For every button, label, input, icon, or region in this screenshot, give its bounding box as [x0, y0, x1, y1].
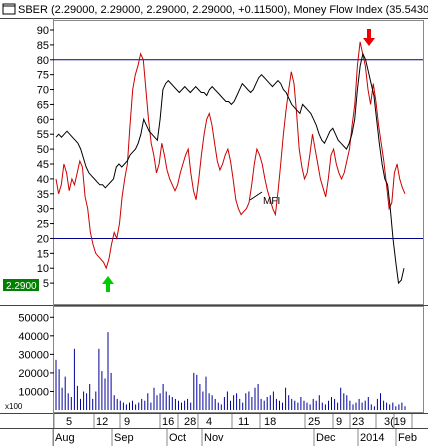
chart-header: SBER (2.29000, 2.29000, 2.29000, 2.29000…	[0, 0, 428, 18]
price-tick-label: 35	[37, 189, 49, 201]
price-tick-label: 70	[37, 85, 49, 97]
price-tick-label: 85	[37, 40, 49, 52]
volume-axis: 50000 40000 30000 20000 10000	[18, 312, 54, 398]
date-axis: 5 12 9 16 28 4 11 18 25 9 23 3(19 Aug Sep Oct Nov Dec 201…	[0, 414, 428, 446]
volume-tick-label: 40000	[18, 331, 49, 343]
volume-tick-label: 10000	[18, 386, 49, 398]
price-tick-label: 10	[37, 263, 49, 275]
price-tick-label: 60	[37, 114, 49, 126]
day-tick-label: 12	[96, 416, 108, 428]
price-tick-label: 30	[37, 204, 49, 216]
day-tick-label: 18	[264, 416, 276, 428]
month-label: Dec	[316, 432, 336, 444]
month-label: Sep	[114, 432, 134, 444]
day-tick-label: 16	[162, 416, 174, 428]
price-tick-label: 90	[37, 25, 49, 37]
volume-tick-label: 50000	[18, 312, 49, 324]
month-label: 2014	[360, 432, 384, 444]
price-tick-label: 20	[37, 233, 49, 245]
price-tick-label: 5	[43, 278, 49, 290]
mfi-series-label: MFI	[263, 196, 280, 207]
price-panel-frame	[53, 20, 424, 305]
price-line	[55, 52, 405, 285]
price-tick-label: 25	[37, 219, 49, 231]
day-tick-label: 25	[308, 416, 320, 428]
volume-multiplier: x100	[5, 402, 23, 411]
day-tick-label: 5	[66, 416, 72, 428]
price-axis: 5 10 15 20 25 30 35 40 45 50 55 60 65 70 75 80 85 90	[37, 25, 54, 290]
day-tick-label: 23	[352, 416, 364, 428]
price-tick-label: 15	[37, 248, 49, 260]
price-tick-label: 80	[37, 55, 49, 67]
up-arrow-icon	[102, 276, 114, 292]
day-tick-label: 28	[184, 416, 196, 428]
price-tick-label: 45	[37, 159, 49, 171]
month-label: Nov	[204, 432, 224, 444]
price-tick-label: 65	[37, 99, 49, 111]
header-icon	[2, 3, 16, 15]
price-tick-label: 40	[37, 174, 49, 186]
volume-tick-label: 30000	[18, 349, 49, 361]
price-tick-label: 55	[37, 129, 49, 141]
month-label: Oct	[169, 432, 186, 444]
day-tick-label: 9	[124, 416, 130, 428]
day-tick-label: 11	[238, 416, 249, 428]
series-layer	[55, 41, 406, 285]
chart-header-text: SBER (2.29000, 2.29000, 2.29000, 2.29000…	[18, 4, 428, 16]
day-tick-label: 9	[336, 416, 342, 428]
month-label: Aug	[55, 432, 75, 444]
volume-panel-frame	[53, 306, 424, 413]
down-arrow-icon	[363, 29, 375, 46]
volume-tick-label: 20000	[18, 368, 49, 380]
last-price-text: 2.2900	[6, 281, 37, 292]
month-label: Feb	[398, 432, 417, 444]
mfi-line	[55, 41, 406, 270]
price-tick-label: 75	[37, 70, 49, 82]
day-tick-label: 3(19	[384, 416, 406, 428]
last-price-badge: 2.2900	[3, 279, 39, 292]
price-tick-label: 50	[37, 144, 49, 156]
day-tick-label: 4	[206, 416, 212, 428]
volume-bars	[55, 332, 406, 410]
